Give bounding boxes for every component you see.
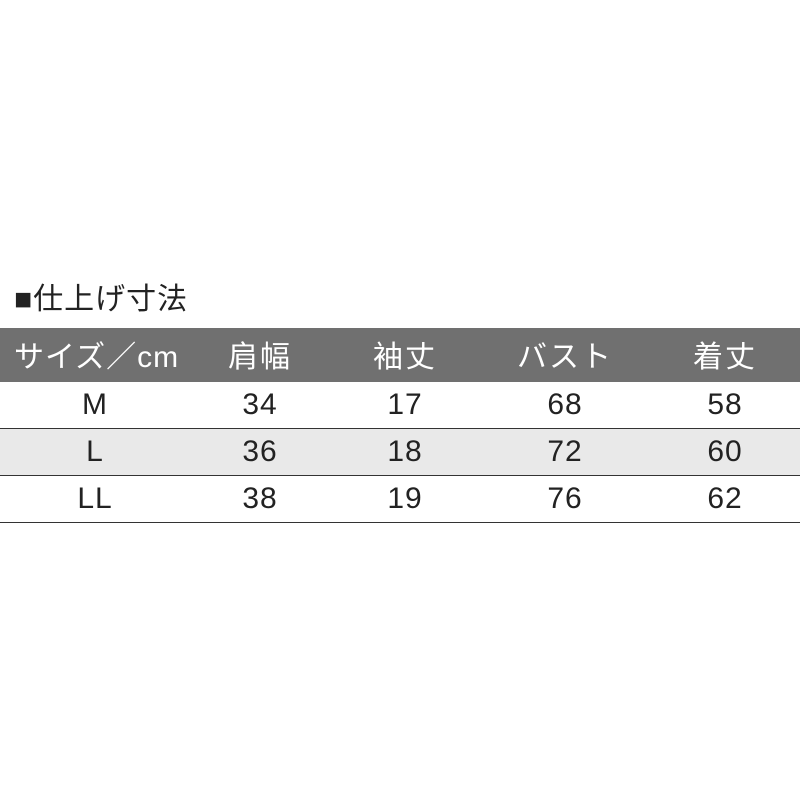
cell-value: 60 xyxy=(650,429,800,476)
chart-title: ■仕上げ寸法 xyxy=(0,274,800,318)
cell-value: 19 xyxy=(330,476,480,523)
table-row: M 34 17 68 58 xyxy=(0,382,800,429)
cell-size: L xyxy=(0,429,190,476)
col-header-length: 着丈 xyxy=(650,328,800,382)
cell-value: 36 xyxy=(190,429,330,476)
cell-value: 62 xyxy=(650,476,800,523)
cell-value: 38 xyxy=(190,476,330,523)
col-header-shoulder: 肩幅 xyxy=(190,328,330,382)
cell-size: LL xyxy=(0,476,190,523)
size-table: サイズ／cm 肩幅 袖丈 バスト 着丈 M 34 17 68 58 L 36 1… xyxy=(0,328,800,523)
cell-value: 72 xyxy=(480,429,650,476)
cell-value: 76 xyxy=(480,476,650,523)
size-chart-container: ■仕上げ寸法 サイズ／cm 肩幅 袖丈 バスト 着丈 M 34 17 68 58… xyxy=(0,274,800,523)
cell-value: 34 xyxy=(190,382,330,429)
header-row: サイズ／cm 肩幅 袖丈 バスト 着丈 xyxy=(0,328,800,382)
cell-size: M xyxy=(0,382,190,429)
table-body: M 34 17 68 58 L 36 18 72 60 LL 38 19 76 … xyxy=(0,382,800,523)
table-row: LL 38 19 76 62 xyxy=(0,476,800,523)
cell-value: 17 xyxy=(330,382,480,429)
col-header-bust: バスト xyxy=(480,328,650,382)
col-header-sleeve: 袖丈 xyxy=(330,328,480,382)
col-header-size: サイズ／cm xyxy=(0,328,190,382)
cell-value: 68 xyxy=(480,382,650,429)
cell-value: 18 xyxy=(330,429,480,476)
table-row: L 36 18 72 60 xyxy=(0,429,800,476)
cell-value: 58 xyxy=(650,382,800,429)
